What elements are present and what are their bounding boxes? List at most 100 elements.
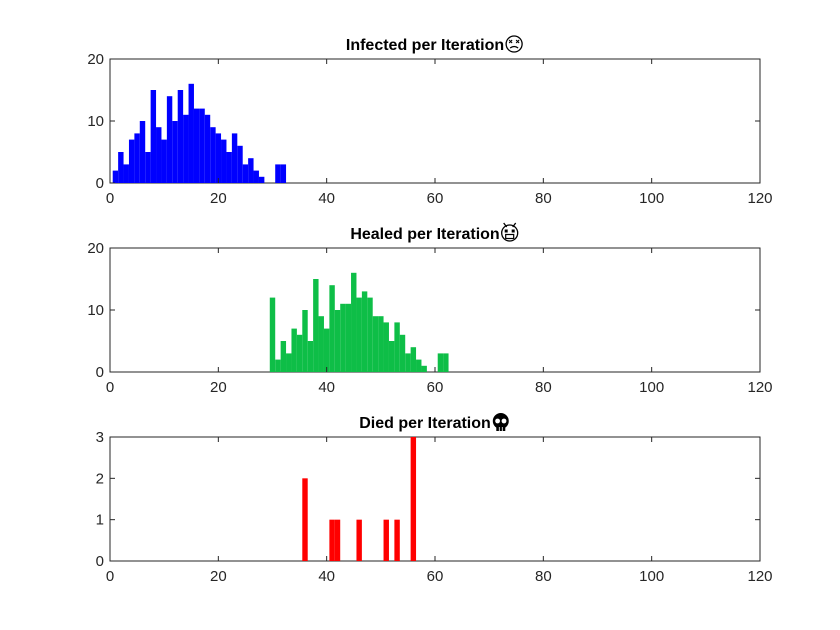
y-tick-label: 0 [96,175,104,192]
infected-bar [215,133,222,183]
infected-bar [112,170,119,183]
x-tick-label: 120 [747,190,772,207]
healed-bar [356,297,362,372]
healed-bar [405,353,411,372]
healed-subplot: 0 20 40 60 80 100 120 0 10 20 Healed per Iteration [87,222,773,396]
x-tick-label: 60 [427,190,444,207]
healed-bar [437,353,444,372]
healed-bar [318,316,324,372]
x-tick-label: 40 [318,190,335,207]
infected-bar [128,139,135,183]
x-tick-label: 100 [639,568,664,585]
x-tick-label: 80 [535,190,552,207]
infected-bar [145,152,151,183]
healed-bar [367,297,373,372]
infected-bar [204,114,211,183]
y-tick-label: 2 [96,470,104,487]
infected-bar [248,158,254,183]
died-axes [109,436,761,562]
infected-bar [242,164,249,183]
x-tick-label: 100 [639,379,664,396]
healed-bar [410,347,417,372]
x-tick-label: 60 [427,379,444,396]
died-subplot: 0 20 40 60 80 100 120 0 1 2 3 Died per Iteration [96,413,773,585]
died-bar [329,519,335,561]
healed-bar [443,353,449,372]
x-tick-label: 20 [210,190,227,207]
x-tick-label: 60 [427,568,444,585]
infected-bar [199,108,205,183]
infected-bar [156,127,162,183]
infected-bar [172,121,178,183]
healed-title: Healed per Iteration [350,226,499,243]
died-title: Died per Iteration [359,415,491,432]
astonished-face-icon [501,222,519,242]
infected-bar [193,108,200,183]
died-bar [334,519,341,561]
healed-bar [302,310,308,372]
healed-bar [275,359,281,372]
y-tick-label: 1 [96,512,104,529]
healed-bar [399,334,406,372]
y-tick-label: 3 [96,429,104,446]
x-tick-label: 0 [106,379,114,396]
healed-bar [329,285,335,372]
healed-bar [378,316,384,372]
infected-bar [183,114,189,183]
healed-bar [340,303,346,372]
died-bar [302,478,308,561]
x-tick-label: 80 [535,379,552,396]
infected-bar [118,152,124,183]
infected-bar [258,176,265,183]
infected-bar [177,90,184,183]
infected-bar [280,164,287,183]
infected-bar [166,96,173,183]
infected-bar [150,90,157,183]
infected-title: Infected per Iteration [346,37,504,54]
healed-bar [286,353,292,372]
healed-bar [313,279,319,372]
healed-bar [334,310,341,372]
infected-bar [231,133,238,183]
died-bar [356,519,362,561]
healed-bar [388,341,395,372]
died-bar [394,519,400,561]
x-tick-label: 120 [747,568,772,585]
dizzy-face-icon [505,35,523,53]
healed-bar [296,334,303,372]
x-tick-label: 80 [535,568,552,585]
x-tick-label: 100 [639,190,664,207]
x-tick-label: 40 [318,379,335,396]
infected-bar [237,145,243,183]
healed-bar [421,365,427,372]
infected-bar [123,164,129,183]
infected-bar [139,121,146,183]
healed-bar [351,272,357,372]
y-tick-label: 10 [87,302,104,319]
infected-bar [253,170,259,183]
healed-bar [394,322,400,372]
healed-bar [323,328,330,372]
healed-bar [372,316,379,372]
healed-bar [269,297,276,372]
infected-bar [134,133,140,183]
skull-icon [492,413,509,431]
x-tick-label: 0 [106,190,114,207]
y-tick-label: 0 [96,364,104,381]
infected-bar [221,139,227,183]
died-bar [383,519,389,561]
died-bar [410,437,417,561]
healed-bar [361,291,368,372]
healed-bar [291,328,297,372]
healed-bar [345,303,352,372]
x-tick-label: 0 [106,568,114,585]
infected-subplot: 0 20 40 60 80 100 120 0 10 20 Infected per Iterati… [87,35,773,207]
healed-bar [383,322,389,372]
infected-bar [226,152,232,183]
y-tick-label: 0 [96,553,104,570]
infected-bar [161,139,167,183]
y-tick-label: 20 [87,240,104,257]
healed-bar [307,341,314,372]
